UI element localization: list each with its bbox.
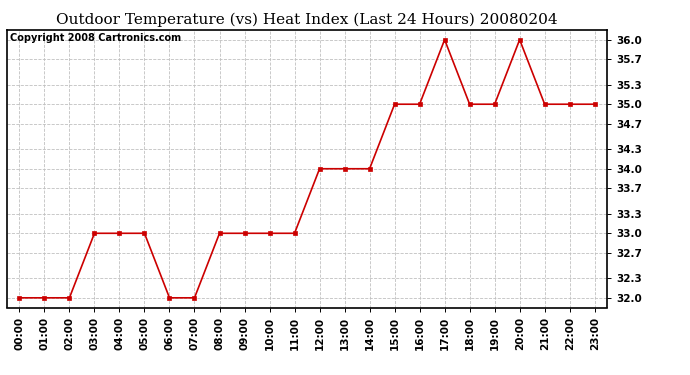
Title: Outdoor Temperature (vs) Heat Index (Last 24 Hours) 20080204: Outdoor Temperature (vs) Heat Index (Las… [57, 13, 558, 27]
Text: Copyright 2008 Cartronics.com: Copyright 2008 Cartronics.com [10, 33, 181, 43]
